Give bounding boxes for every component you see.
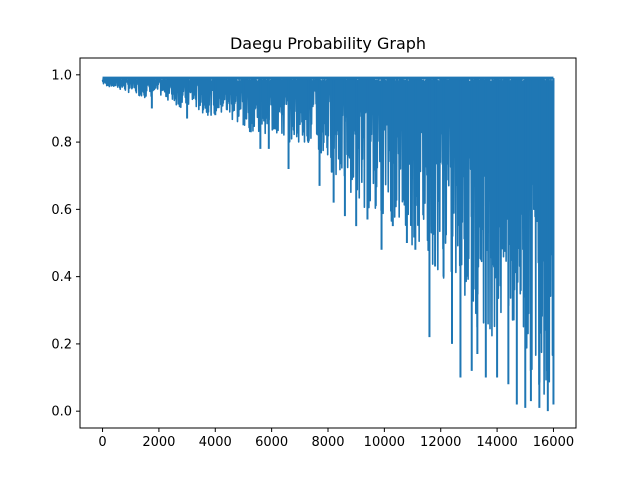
- x-tick-label: 16000: [533, 435, 574, 450]
- x-tick-label: 10000: [364, 435, 405, 450]
- chart-title: Daegu Probability Graph: [230, 34, 426, 53]
- x-tick-label: 14000: [476, 435, 517, 450]
- y-tick-label: 0.0: [51, 405, 72, 420]
- x-tick-label: 4000: [199, 435, 232, 450]
- y-tick-label: 0.2: [51, 337, 72, 352]
- x-tick-label: 2000: [142, 435, 175, 450]
- y-tick-label: 1.0: [51, 68, 72, 83]
- x-axis: 0 2000 4000 6000 8000 10000 12000 14000 16000: [98, 428, 574, 450]
- y-tick-label: 0.4: [51, 270, 72, 285]
- x-tick-label: 8000: [311, 435, 344, 450]
- axes-frame: [79, 57, 577, 429]
- x-tick-label: 6000: [255, 435, 288, 450]
- y-tick-label: 0.8: [51, 136, 72, 151]
- y-tick-label: 0.6: [51, 203, 72, 218]
- x-tick-label: 0: [98, 435, 106, 450]
- x-tick-label: 12000: [420, 435, 461, 450]
- y-axis: 0.0 0.2 0.4 0.6 0.8 1.0: [51, 68, 80, 420]
- plot-area: [101, 76, 555, 412]
